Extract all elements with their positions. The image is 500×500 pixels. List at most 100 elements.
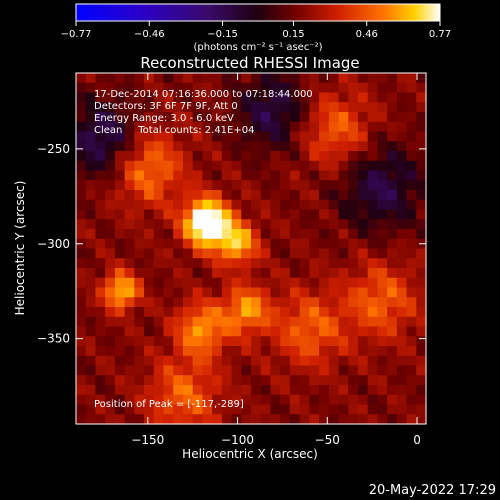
heatmap-cell <box>153 121 165 133</box>
heatmap-cell <box>348 248 359 259</box>
heatmap-cell <box>221 365 233 376</box>
heatmap-cell <box>289 346 301 357</box>
heatmap-cell <box>192 238 203 250</box>
heatmap-cell <box>144 102 155 113</box>
heatmap-cell <box>221 209 233 220</box>
heatmap-cell <box>338 287 349 298</box>
heatmap-cell <box>319 82 330 94</box>
heatmap-cell <box>251 160 262 172</box>
heatmap-cell <box>105 287 116 298</box>
heatmap-cell <box>231 385 242 396</box>
heatmap-cell <box>348 141 359 152</box>
heatmap-cell <box>95 160 106 172</box>
heatmap-cell <box>202 190 213 201</box>
heatmap-cell <box>173 121 184 133</box>
heatmap-cell <box>134 199 145 211</box>
heatmap-cell <box>416 151 427 162</box>
heatmap-cell <box>251 385 262 396</box>
heatmap-cell <box>260 297 272 308</box>
heatmap-cell <box>416 92 427 103</box>
heatmap-cell <box>299 112 310 123</box>
heatmap-cell <box>182 92 194 103</box>
heatmap-cell <box>387 170 398 181</box>
heatmap-cell <box>241 190 252 201</box>
heatmap-cell <box>182 355 194 367</box>
heatmap-cell <box>95 151 106 162</box>
heatmap-cell <box>202 199 213 211</box>
heatmap-cell <box>114 82 126 94</box>
heatmap-cell <box>241 209 252 220</box>
heatmap-cell <box>182 414 194 425</box>
heatmap-cell <box>367 92 378 103</box>
heatmap-cell <box>289 268 301 279</box>
annotation-time-range: 17-Dec-2014 07:16:36.000 to 07:18:44.000 <box>94 89 313 100</box>
heatmap-cell <box>241 355 252 367</box>
heatmap-cell <box>134 209 145 220</box>
heatmap-cell <box>114 151 126 162</box>
heatmap-cell <box>114 297 126 308</box>
heatmap-cell <box>348 73 359 84</box>
heatmap-cell <box>260 229 272 240</box>
heatmap-cell <box>348 375 359 386</box>
heatmap-cell <box>416 316 427 328</box>
heatmap-cell <box>241 160 252 172</box>
heatmap-cell <box>173 141 184 152</box>
heatmap-cell <box>114 141 126 152</box>
heatmap-cell <box>76 170 87 181</box>
heatmap-cell <box>280 365 291 376</box>
heatmap-cell <box>338 82 349 94</box>
heatmap-cell <box>348 112 359 123</box>
heatmap-cell <box>212 385 223 396</box>
heatmap-cell <box>251 121 262 133</box>
heatmap-cell <box>182 326 194 337</box>
heatmap-cell <box>95 355 106 367</box>
heatmap-cell <box>251 112 262 123</box>
heatmap-cell <box>289 394 301 406</box>
heatmap-cell <box>144 268 155 279</box>
heatmap-cell <box>95 170 106 181</box>
heatmap-cell <box>76 316 87 328</box>
heatmap-cell <box>134 170 145 181</box>
heatmap-cell <box>241 170 252 181</box>
heatmap-cell <box>153 316 165 328</box>
heatmap-cell <box>270 355 281 367</box>
heatmap-cell <box>406 141 417 152</box>
heatmap-cell <box>212 404 223 415</box>
heatmap-cell <box>387 151 398 162</box>
heatmap-cell <box>163 268 174 279</box>
heatmap-cell <box>134 180 145 191</box>
heatmap-cell <box>153 394 165 406</box>
heatmap-cell <box>124 297 135 308</box>
heatmap-cell <box>144 404 155 415</box>
heatmap-cell <box>241 102 252 113</box>
heatmap-cell <box>377 102 388 113</box>
heatmap-cell <box>76 219 87 230</box>
heatmap-cell <box>319 131 330 142</box>
heatmap-cell <box>124 268 135 279</box>
heatmap-cell <box>212 394 223 406</box>
heatmap-cell <box>95 112 106 123</box>
heatmap-cell <box>357 346 369 357</box>
heatmap-cell <box>124 316 135 328</box>
heatmap-cell <box>212 219 223 230</box>
heatmap-cell <box>348 385 359 396</box>
heatmap-cell <box>124 92 135 103</box>
heatmap-cell <box>348 277 359 289</box>
heatmap-cell <box>85 238 97 250</box>
heatmap-cell <box>387 160 398 172</box>
heatmap-cell <box>251 180 262 191</box>
heatmap-cell <box>163 160 174 172</box>
heatmap-cell <box>319 316 330 328</box>
heatmap-cell <box>76 277 87 289</box>
heatmap-cell <box>309 248 320 259</box>
heatmap-cell <box>357 326 369 337</box>
heatmap-cell <box>387 82 398 94</box>
heatmap-cell <box>163 326 174 337</box>
heatmap-cell <box>173 160 184 172</box>
heatmap-cell <box>105 190 116 201</box>
heatmap-cell <box>202 248 213 259</box>
heatmap-cell <box>76 365 87 376</box>
heatmap-cell <box>153 297 165 308</box>
heatmap-cell <box>416 307 427 318</box>
heatmap-cell <box>241 316 252 328</box>
